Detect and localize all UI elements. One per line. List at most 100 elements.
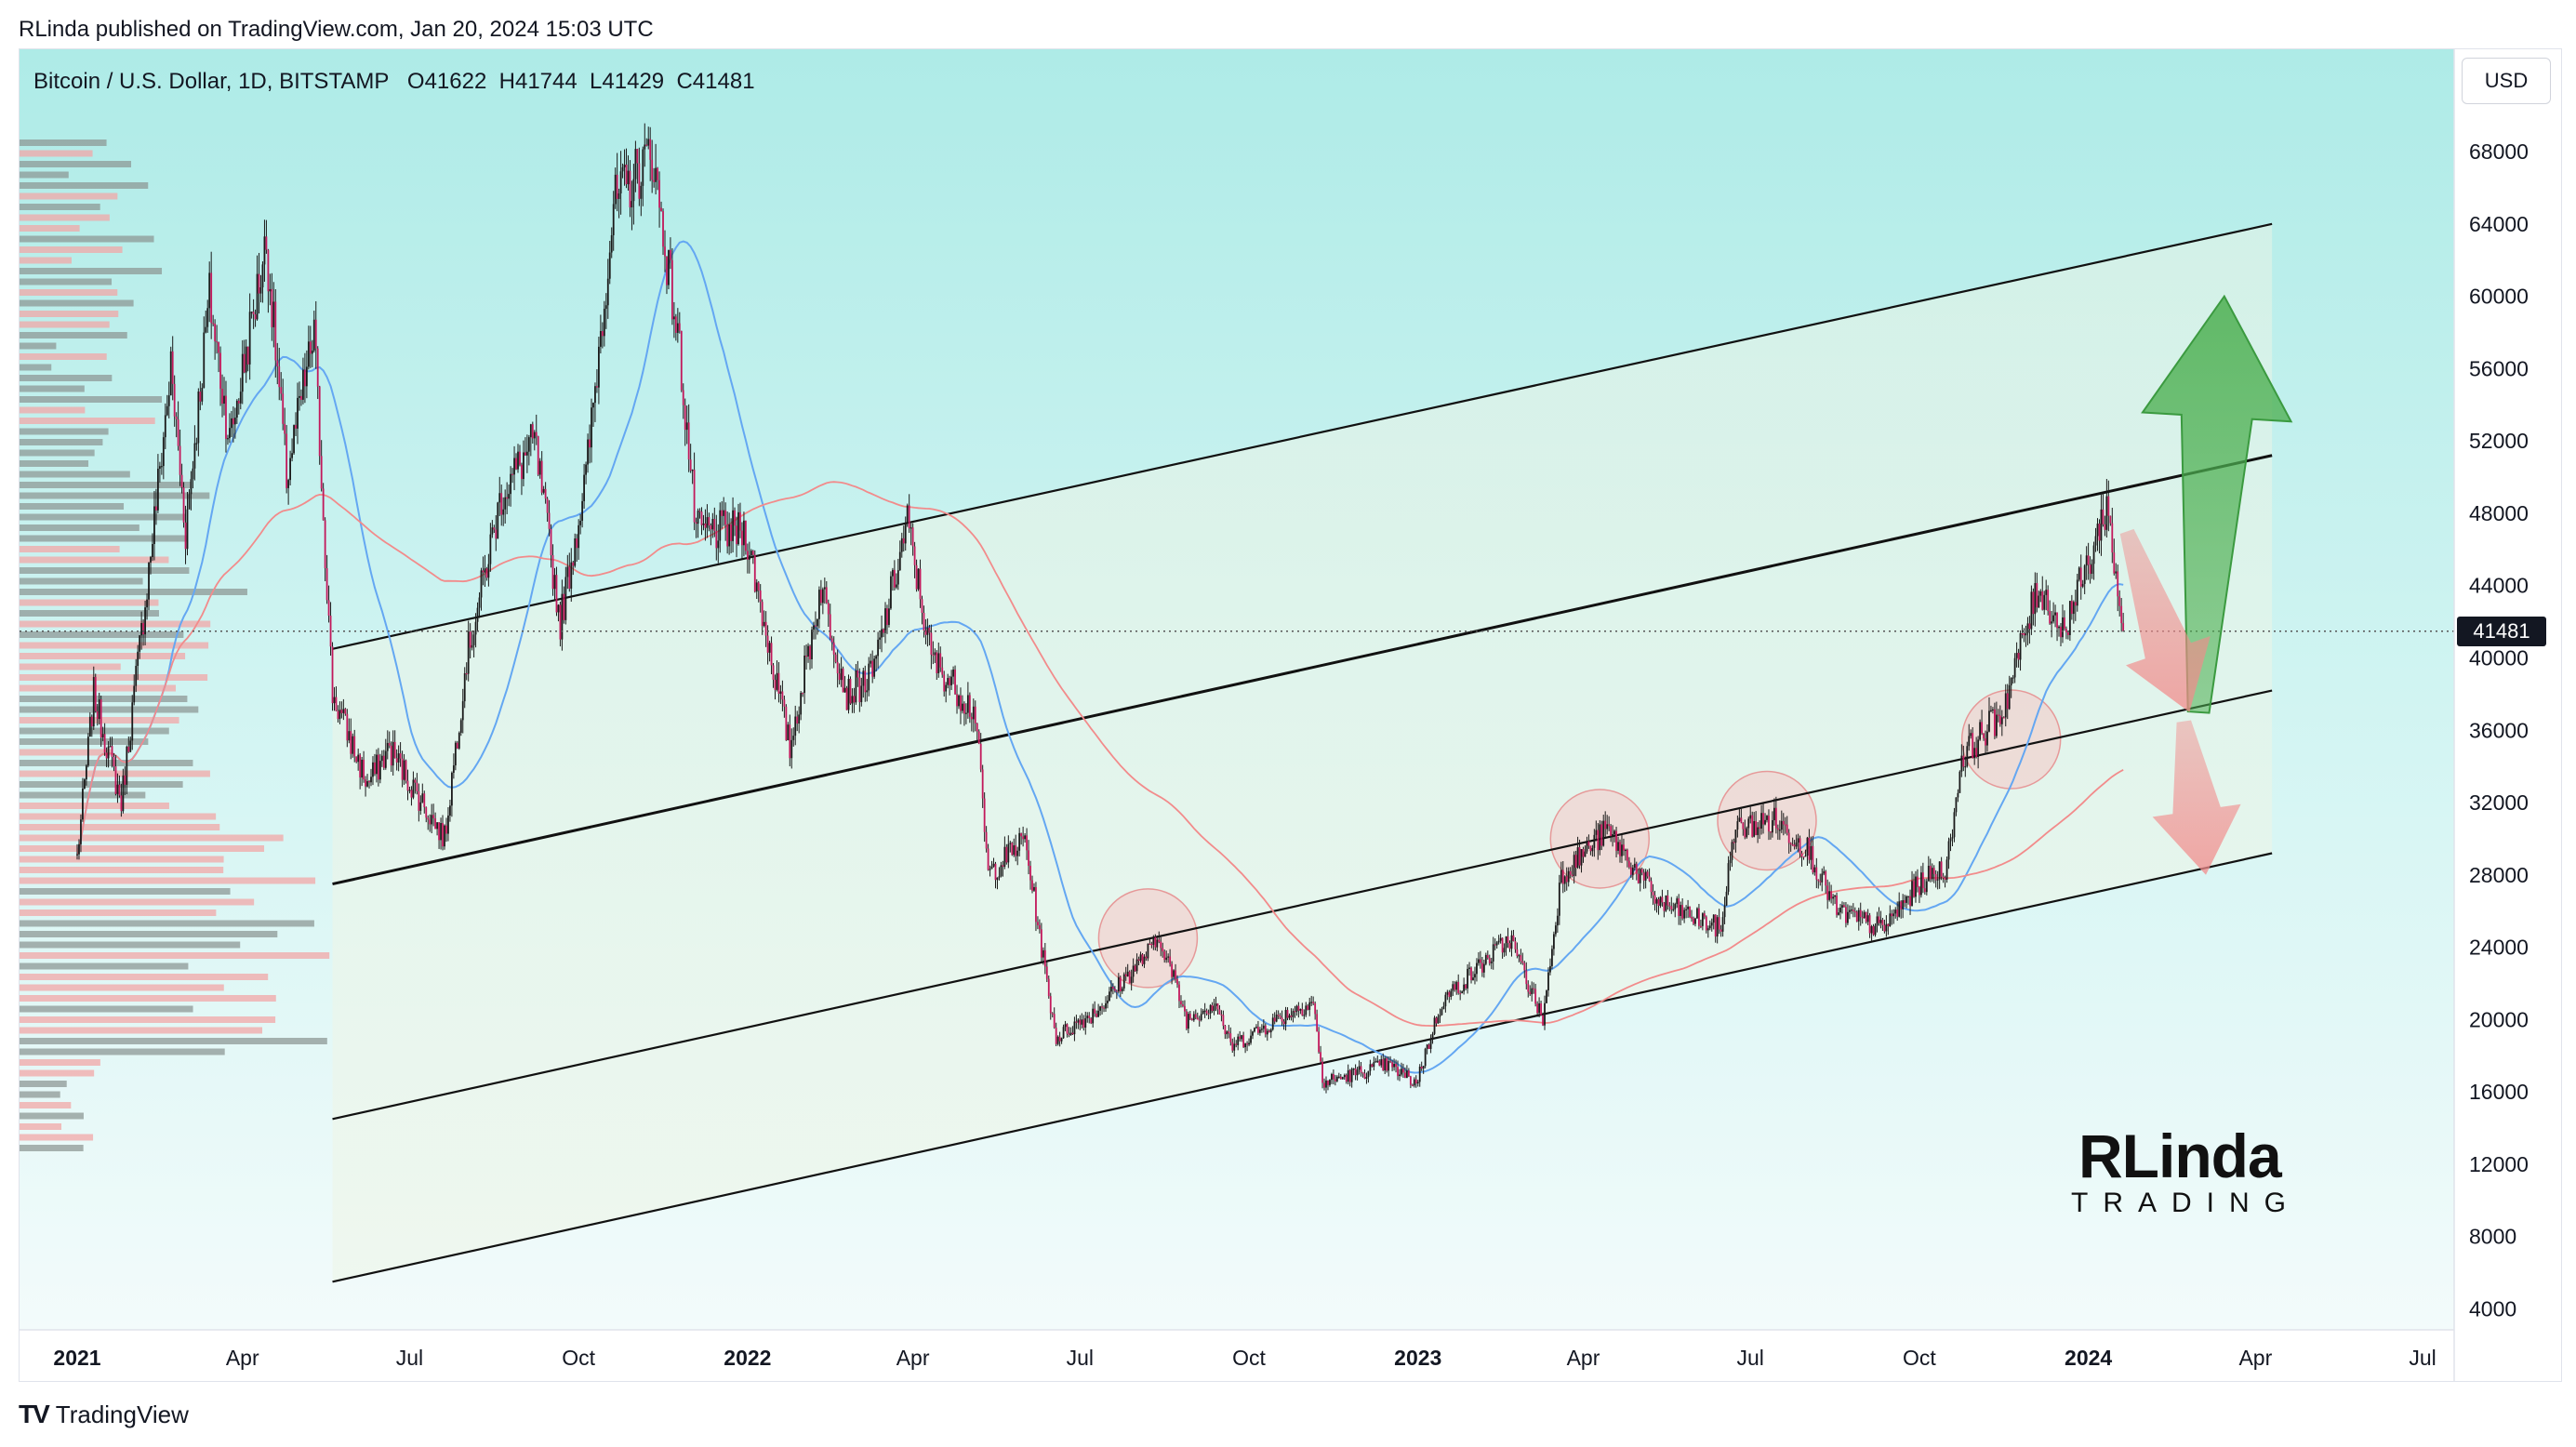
volume-profile-bar xyxy=(20,962,189,970)
candle-body xyxy=(1523,962,1526,971)
candle-body xyxy=(1766,816,1768,820)
candle-body xyxy=(2078,567,2080,580)
candle-body xyxy=(419,802,422,811)
candle-body xyxy=(1633,863,1636,868)
volume-profile-bar xyxy=(20,727,169,735)
volume-profile-bar xyxy=(20,535,188,542)
volume-profile-bar xyxy=(20,599,159,606)
candle-body xyxy=(1427,1044,1430,1049)
candle-body xyxy=(2047,590,2050,611)
candle-body xyxy=(1402,1069,1404,1073)
footer-brand[interactable]: TV TradingView xyxy=(19,1400,189,1429)
candle-body xyxy=(1207,1013,1210,1015)
candle-body xyxy=(337,710,339,720)
candle-body xyxy=(921,599,923,613)
volume-profile-bar xyxy=(20,1005,193,1013)
candle-body xyxy=(1337,1076,1340,1078)
candle-body xyxy=(1768,816,1770,832)
volume-profile-bar xyxy=(20,674,208,681)
candle-body xyxy=(322,488,325,521)
candle-body xyxy=(809,645,811,659)
candle-body xyxy=(631,201,633,207)
candle-body xyxy=(548,512,551,529)
candle-body xyxy=(1964,766,1967,768)
candle-body xyxy=(1457,981,1460,993)
candle-body xyxy=(998,876,1001,878)
candle-body xyxy=(1828,891,1831,900)
candle-body xyxy=(2045,590,2048,595)
candle-body xyxy=(431,815,433,825)
candle-body xyxy=(495,529,498,539)
candle-body xyxy=(1239,1036,1242,1040)
volume-profile-bar xyxy=(20,150,93,157)
candle-body xyxy=(941,667,944,675)
x-tick-label: Jul xyxy=(1737,1346,1764,1370)
candle-body xyxy=(606,278,609,306)
candle-body xyxy=(1348,1069,1351,1082)
candle-body xyxy=(1553,934,1555,949)
candle-body xyxy=(926,627,929,635)
volume-profile-bar xyxy=(20,139,107,146)
candle-body xyxy=(1186,1011,1188,1029)
candle-body xyxy=(1365,1077,1368,1079)
candle-body xyxy=(849,678,852,704)
candle-body xyxy=(576,538,578,549)
candle-body xyxy=(1637,873,1640,883)
candle-body xyxy=(2074,602,2077,606)
candle-body xyxy=(2062,617,2064,638)
candle-body xyxy=(1900,901,1903,909)
x-tick-label: Apr xyxy=(1567,1346,1600,1370)
candle-body xyxy=(302,369,304,400)
candle-body xyxy=(685,422,688,431)
candle-body xyxy=(357,754,360,763)
candle-body xyxy=(2115,571,2118,574)
candle-body xyxy=(1970,733,1972,737)
candle-body xyxy=(1889,913,1892,926)
candle-body xyxy=(789,724,791,759)
candle-body xyxy=(985,831,988,849)
candle-body xyxy=(976,723,978,732)
candle-body xyxy=(1979,722,1981,740)
candle-body xyxy=(1279,1016,1281,1018)
price-axis[interactable]: 68000 64000 60000 56000 52000 48000 44000 40000… xyxy=(2469,139,2529,1321)
currency-button[interactable]: USD xyxy=(2462,58,2551,104)
candle-body xyxy=(1527,984,1530,992)
candle-body xyxy=(352,736,354,754)
candle-body xyxy=(1084,1017,1087,1028)
candle-body xyxy=(1968,736,1971,747)
candle-body xyxy=(746,551,749,560)
candle-body xyxy=(2008,684,2011,710)
candle-body xyxy=(1904,900,1906,903)
candle-body xyxy=(1209,1004,1212,1014)
candle-body xyxy=(1902,900,1905,909)
candle-body xyxy=(1635,863,1638,874)
candle-body xyxy=(1536,1003,1539,1014)
candle-body xyxy=(2054,612,2056,616)
candle-body xyxy=(1437,1016,1440,1024)
candle-body xyxy=(382,755,385,768)
candle-body xyxy=(1165,957,1168,961)
candle-body xyxy=(1305,1005,1308,1016)
candle-body xyxy=(378,754,379,780)
candle-body xyxy=(923,612,925,631)
candle-body xyxy=(1192,1014,1195,1021)
candle-body xyxy=(886,608,888,625)
time-axis[interactable]: 2021 Apr Jul Oct 2022 Apr Jul Oct 2023 Apr Jul Oct 2… xyxy=(53,1346,2436,1370)
volume-profile-bar xyxy=(20,920,314,927)
candle-body xyxy=(456,742,458,749)
candle-body xyxy=(350,731,352,754)
arrows-layer[interactable] xyxy=(2119,294,2293,875)
volume-profile-bar xyxy=(20,299,134,307)
volume-profile-bar xyxy=(20,439,103,445)
candle-body xyxy=(862,670,865,686)
candle-body xyxy=(274,301,277,361)
candle-body xyxy=(438,822,440,841)
candle-body xyxy=(764,621,767,636)
candle-body xyxy=(454,742,457,766)
candle-body xyxy=(523,452,524,480)
channel-lines[interactable] xyxy=(332,222,2273,1283)
candle-body xyxy=(1066,1024,1069,1034)
candle-body xyxy=(1474,974,1476,978)
candle-body xyxy=(1855,911,1858,922)
